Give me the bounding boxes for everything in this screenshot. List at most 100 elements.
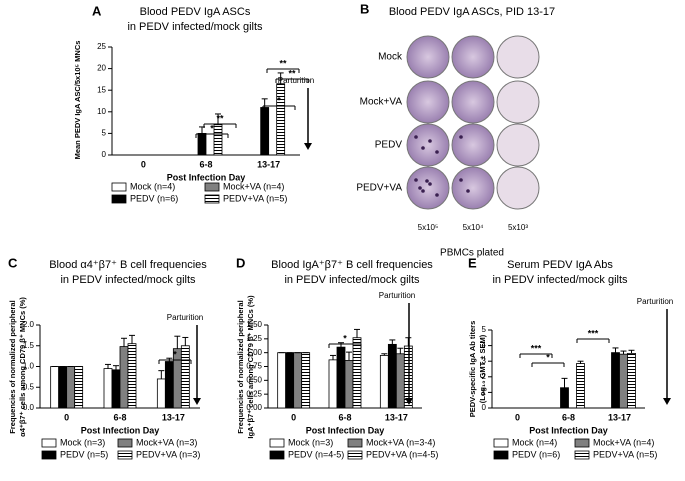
bar: [111, 369, 121, 409]
chart-title: Blood IgA⁺β7⁺ B cell frequencies: [271, 259, 433, 271]
legend-swatch: [204, 182, 220, 192]
arrow-head: [663, 398, 671, 405]
column-label: 5x10⁴: [463, 223, 484, 232]
bar: [336, 346, 346, 409]
well: [496, 166, 540, 210]
y-axis-label: Mean PEDV IgA ASC/5x10⁵ MNCs: [73, 41, 82, 160]
legend-label: PEDV+VA (n=5): [223, 193, 287, 203]
legend-label: Mock (n=3): [60, 437, 105, 447]
y-tick-label: 3: [482, 356, 487, 365]
bar: [301, 352, 311, 409]
y-axis-label: (Log₁₀ GMT ± SEM): [478, 334, 487, 403]
bar: [344, 360, 354, 409]
well: [451, 123, 495, 167]
x-axis-label: Post Infection Day: [306, 425, 385, 435]
spot: [435, 150, 439, 154]
x-tick-label: 13-17: [257, 159, 280, 169]
y-tick-label: 1: [482, 388, 487, 397]
significance-label: **: [288, 68, 296, 78]
legend-swatch: [117, 438, 133, 448]
arrow-head: [193, 398, 201, 405]
bar: [260, 107, 270, 156]
arrow-head: [405, 398, 413, 405]
x-tick-label: 0: [291, 412, 296, 422]
legend-label: Mock (n=4): [130, 181, 175, 191]
legend-swatch: [269, 438, 285, 448]
significance-label: *: [173, 349, 177, 359]
x-tick-label: 6-8: [113, 412, 126, 422]
x-axis-label: Post Infection Day: [81, 425, 160, 435]
significance-label: *: [277, 95, 281, 105]
y-tick-label: 4: [482, 341, 487, 350]
bar: [627, 352, 636, 409]
chart-title: Blood α4⁺β7⁺ B cell frequencies: [49, 259, 207, 271]
column-label: 5x10³: [508, 223, 528, 232]
x-axis-label: Post Infection Day: [529, 425, 608, 435]
row-label: Mock+VA: [360, 97, 403, 108]
bar: [119, 346, 129, 409]
y-tick-label: 1.00: [246, 348, 262, 357]
y-tick-label: 1.50: [246, 320, 262, 329]
spot: [435, 193, 439, 197]
bar: [74, 366, 84, 409]
chart-title: Serum PEDV IgA Abs: [507, 259, 613, 271]
legend-label: PEDV+VA (n=4-5): [366, 449, 438, 459]
significance-label: ***: [531, 343, 542, 353]
annotation: Parturition: [167, 313, 203, 322]
bar: [127, 343, 137, 409]
legend-swatch: [111, 182, 127, 192]
chart-subtitle: in PEDV infected/mock gilts: [60, 274, 196, 286]
well: [496, 80, 540, 124]
bar: [103, 368, 113, 409]
spot: [428, 139, 432, 143]
x-tick-label: 0: [515, 412, 520, 422]
spot: [459, 178, 463, 182]
bar: [576, 363, 585, 409]
significance-label: ***: [588, 328, 599, 338]
legend-label: Mock (n=3): [288, 437, 333, 447]
bar: [352, 337, 362, 409]
spot: [459, 135, 463, 139]
chart-subtitle: in PEDV infected/mock gilts: [284, 274, 420, 286]
column-label: 5x10⁵: [418, 223, 439, 232]
y-tick-label: 25: [97, 42, 106, 51]
y-tick-label: 0.5: [23, 382, 35, 391]
bar: [156, 378, 166, 409]
well: [406, 35, 450, 79]
y-axis-label: IgA⁺β7⁺ cells among CD79 β⁺ MNCs (%): [246, 295, 255, 439]
well: [451, 80, 495, 124]
x-axis-label: Post Infection Day: [167, 172, 246, 182]
bar: [180, 345, 190, 409]
y-tick-label: 0.75: [246, 362, 262, 371]
spot: [428, 182, 432, 186]
legend-label: Mock+VA (n=4): [223, 181, 284, 191]
bar: [285, 352, 295, 409]
y-tick-label: 2: [482, 372, 487, 381]
well: [496, 35, 540, 79]
bar: [164, 361, 174, 409]
y-tick-label: 1.25: [246, 334, 262, 343]
bar: [50, 366, 60, 409]
legend-swatch: [574, 450, 590, 460]
legend-swatch: [493, 438, 509, 448]
y-tick-label: 0: [102, 150, 107, 159]
legend-label: Mock+VA (n=4): [593, 437, 654, 447]
y-tick-label: 0: [482, 403, 487, 412]
bar: [387, 343, 397, 409]
x-tick-label: 13-17: [162, 412, 185, 422]
arrow-head: [304, 143, 312, 150]
spot: [418, 186, 422, 190]
bar: [328, 359, 338, 409]
spot: [414, 178, 418, 182]
y-axis-label: PEDV-specific IgA Ab titers: [468, 321, 477, 418]
panel-letter: E: [468, 255, 477, 270]
annotation: Parturition: [637, 297, 673, 306]
x-tick-label: 6-8: [199, 159, 212, 169]
legend-label: Mock+VA (n=3): [136, 437, 197, 447]
legend-label: Mock (n=4): [512, 437, 557, 447]
significance-label: *: [343, 333, 347, 343]
bar: [213, 124, 223, 156]
significance-label: *: [210, 123, 214, 133]
y-axis-label: Frequencies of normalized peripheral: [236, 300, 245, 433]
legend-swatch: [41, 450, 57, 460]
